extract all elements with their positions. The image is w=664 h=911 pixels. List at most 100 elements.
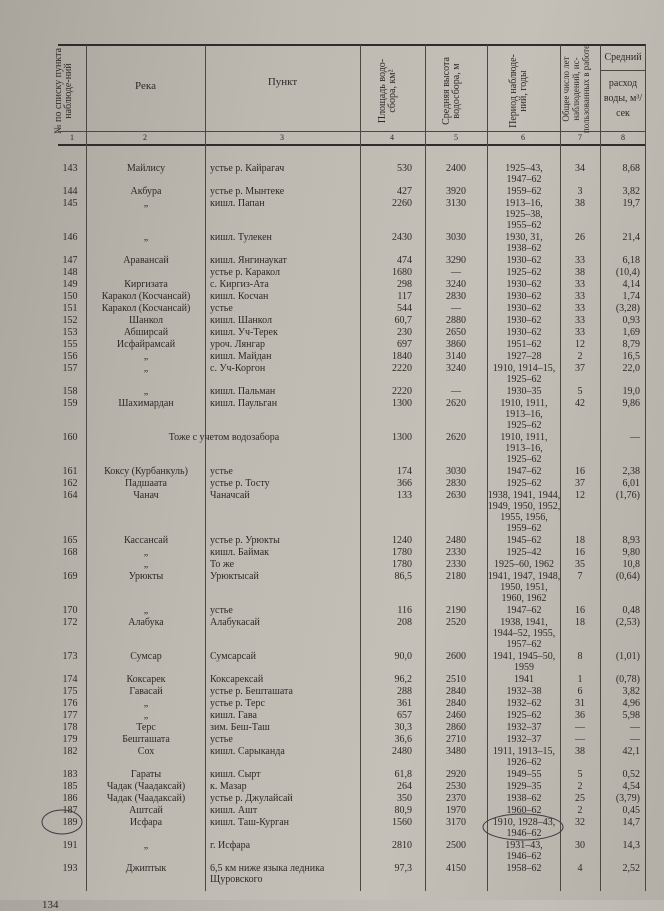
cell-height: 2530 <box>446 781 466 792</box>
cell-river: „ <box>143 547 149 558</box>
cell-flow: 8,68 <box>622 163 641 174</box>
cell-flow: 10,8 <box>622 559 641 570</box>
cell-years: 35 <box>575 559 585 570</box>
cell-years: 7 <box>577 571 583 582</box>
cell-period: 1930–62 <box>506 279 542 290</box>
cell-height: 2860 <box>446 722 466 733</box>
cell-years: 2 <box>577 351 583 362</box>
cell-height: 2710 <box>446 734 466 745</box>
cell-years: 33 <box>575 303 585 314</box>
cell-period: 1910, 1914–15, <box>492 363 556 374</box>
cell-river: „ <box>143 710 149 721</box>
cell-height: 2500 <box>446 840 466 851</box>
cell-years: 12 <box>575 490 585 501</box>
cell-years: 18 <box>575 617 585 628</box>
cell-height: 2620 <box>446 432 466 443</box>
cell-years: 33 <box>575 291 585 302</box>
cell-period: 1925–60, 1962 <box>494 559 554 570</box>
cell-height: 2330 <box>446 547 466 558</box>
cell-flow: (1,01) <box>615 651 640 662</box>
col-number: 4 <box>390 133 394 142</box>
cell-river: „ <box>143 840 149 851</box>
cell-flow: 5,98 <box>622 710 641 721</box>
cell-num: 165 <box>62 535 78 546</box>
cell-point: Чаначсай <box>210 490 250 501</box>
cell-point: кишл. Тулекен <box>210 232 272 243</box>
cell-area: 366 <box>397 478 412 489</box>
cell-num: 175 <box>62 686 78 697</box>
cell-river: Киргизата <box>124 279 168 290</box>
header-top-rule <box>58 44 646 46</box>
cell-period: 1913–16, <box>505 198 543 209</box>
cell-area: 2430 <box>392 232 412 243</box>
cell-area: 697 <box>397 339 412 350</box>
cell-period: 1925–62 <box>506 267 542 278</box>
cell-point: То же <box>210 559 235 570</box>
cell-height: 3480 <box>446 746 466 757</box>
cell-river: Кассансай <box>123 535 169 546</box>
cell-num: 186 <box>62 793 78 804</box>
cell-point: устье р. Кайрагач <box>210 163 285 174</box>
cell-area: 530 <box>397 163 412 174</box>
cell-point: устье р. Урюкты <box>210 535 280 546</box>
cell-period: 1947–62 <box>506 466 542 477</box>
cell-period: 1959–62 <box>506 186 542 197</box>
cell-area: 60,7 <box>394 315 413 326</box>
cell-point: кишл. Таш-Курган <box>210 817 290 828</box>
cell-point: кишл. Шанкол <box>210 315 272 326</box>
header-years-count: Общее число лет наблюдений, ис-пользован… <box>561 44 591 134</box>
cell-flow: 42,1 <box>622 746 641 757</box>
cell-area: 474 <box>397 255 412 266</box>
col-divider <box>560 45 561 891</box>
cell-river: Коксарек <box>126 674 166 685</box>
cell-num: 191 <box>62 840 78 851</box>
cell-period: 1925–62 <box>506 454 542 465</box>
cell-period: 1941, 1947, 1948, <box>487 571 561 582</box>
cell-point: устье р. Джулайсай <box>210 793 293 804</box>
cell-area: 208 <box>397 617 412 628</box>
cell-years: 32 <box>575 817 585 828</box>
header-area: Площадь водо-сбора, км² <box>377 58 398 124</box>
cell-flow: 22,0 <box>622 363 641 374</box>
col-number: 5 <box>454 133 458 142</box>
cell-area: 350 <box>397 793 412 804</box>
cell-height: 2830 <box>446 291 466 302</box>
cell-num: 159 <box>62 398 78 409</box>
cell-period: 1947–62 <box>506 174 542 185</box>
cell-num: 144 <box>62 186 78 197</box>
cell-area: 30,3 <box>394 722 413 733</box>
cell-num: 147 <box>62 255 78 266</box>
cell-height: 2480 <box>446 535 466 546</box>
cell-num: 151 <box>62 303 78 314</box>
cell-num: 143 <box>62 163 78 174</box>
cell-height: 2180 <box>446 571 466 582</box>
cell-area: 2220 <box>392 363 412 374</box>
cell-period: 1958–62 <box>506 863 542 874</box>
cell-height: 2830 <box>446 478 466 489</box>
cell-area: 544 <box>397 303 412 314</box>
cell-height: 2520 <box>446 617 466 628</box>
cell-height: 2650 <box>446 327 466 338</box>
cell-point: устье р. Каракол <box>210 267 280 278</box>
cell-point: устье <box>210 466 233 477</box>
cell-river: Чадак (Чаадаксай) <box>106 781 186 792</box>
cell-years: 36 <box>575 710 585 721</box>
col-number: 3 <box>280 133 284 142</box>
cell-years: 2 <box>577 805 583 816</box>
page-number: 134 <box>42 899 59 911</box>
cell-area: 230 <box>397 327 412 338</box>
cell-years: 33 <box>575 315 585 326</box>
cell-river: Аштсай <box>129 805 163 816</box>
cell-period: 1945–62 <box>506 535 542 546</box>
col-divider <box>600 45 601 891</box>
cell-river: Алабука <box>128 617 164 628</box>
cell-num: 150 <box>62 291 78 302</box>
cell-period: 1913–16, <box>505 443 543 454</box>
cell-height: 2600 <box>446 651 466 662</box>
cell-span-note: Тоже с учетом водозабора <box>168 432 280 443</box>
cell-river: Сумсар <box>130 651 162 662</box>
cell-river: Чадак (Чаадаксай) <box>106 793 186 804</box>
cell-years: 5 <box>577 769 583 780</box>
cell-river: Каракол (Косчансай) <box>101 291 191 302</box>
cell-period: 1938, 1941, <box>500 617 548 628</box>
